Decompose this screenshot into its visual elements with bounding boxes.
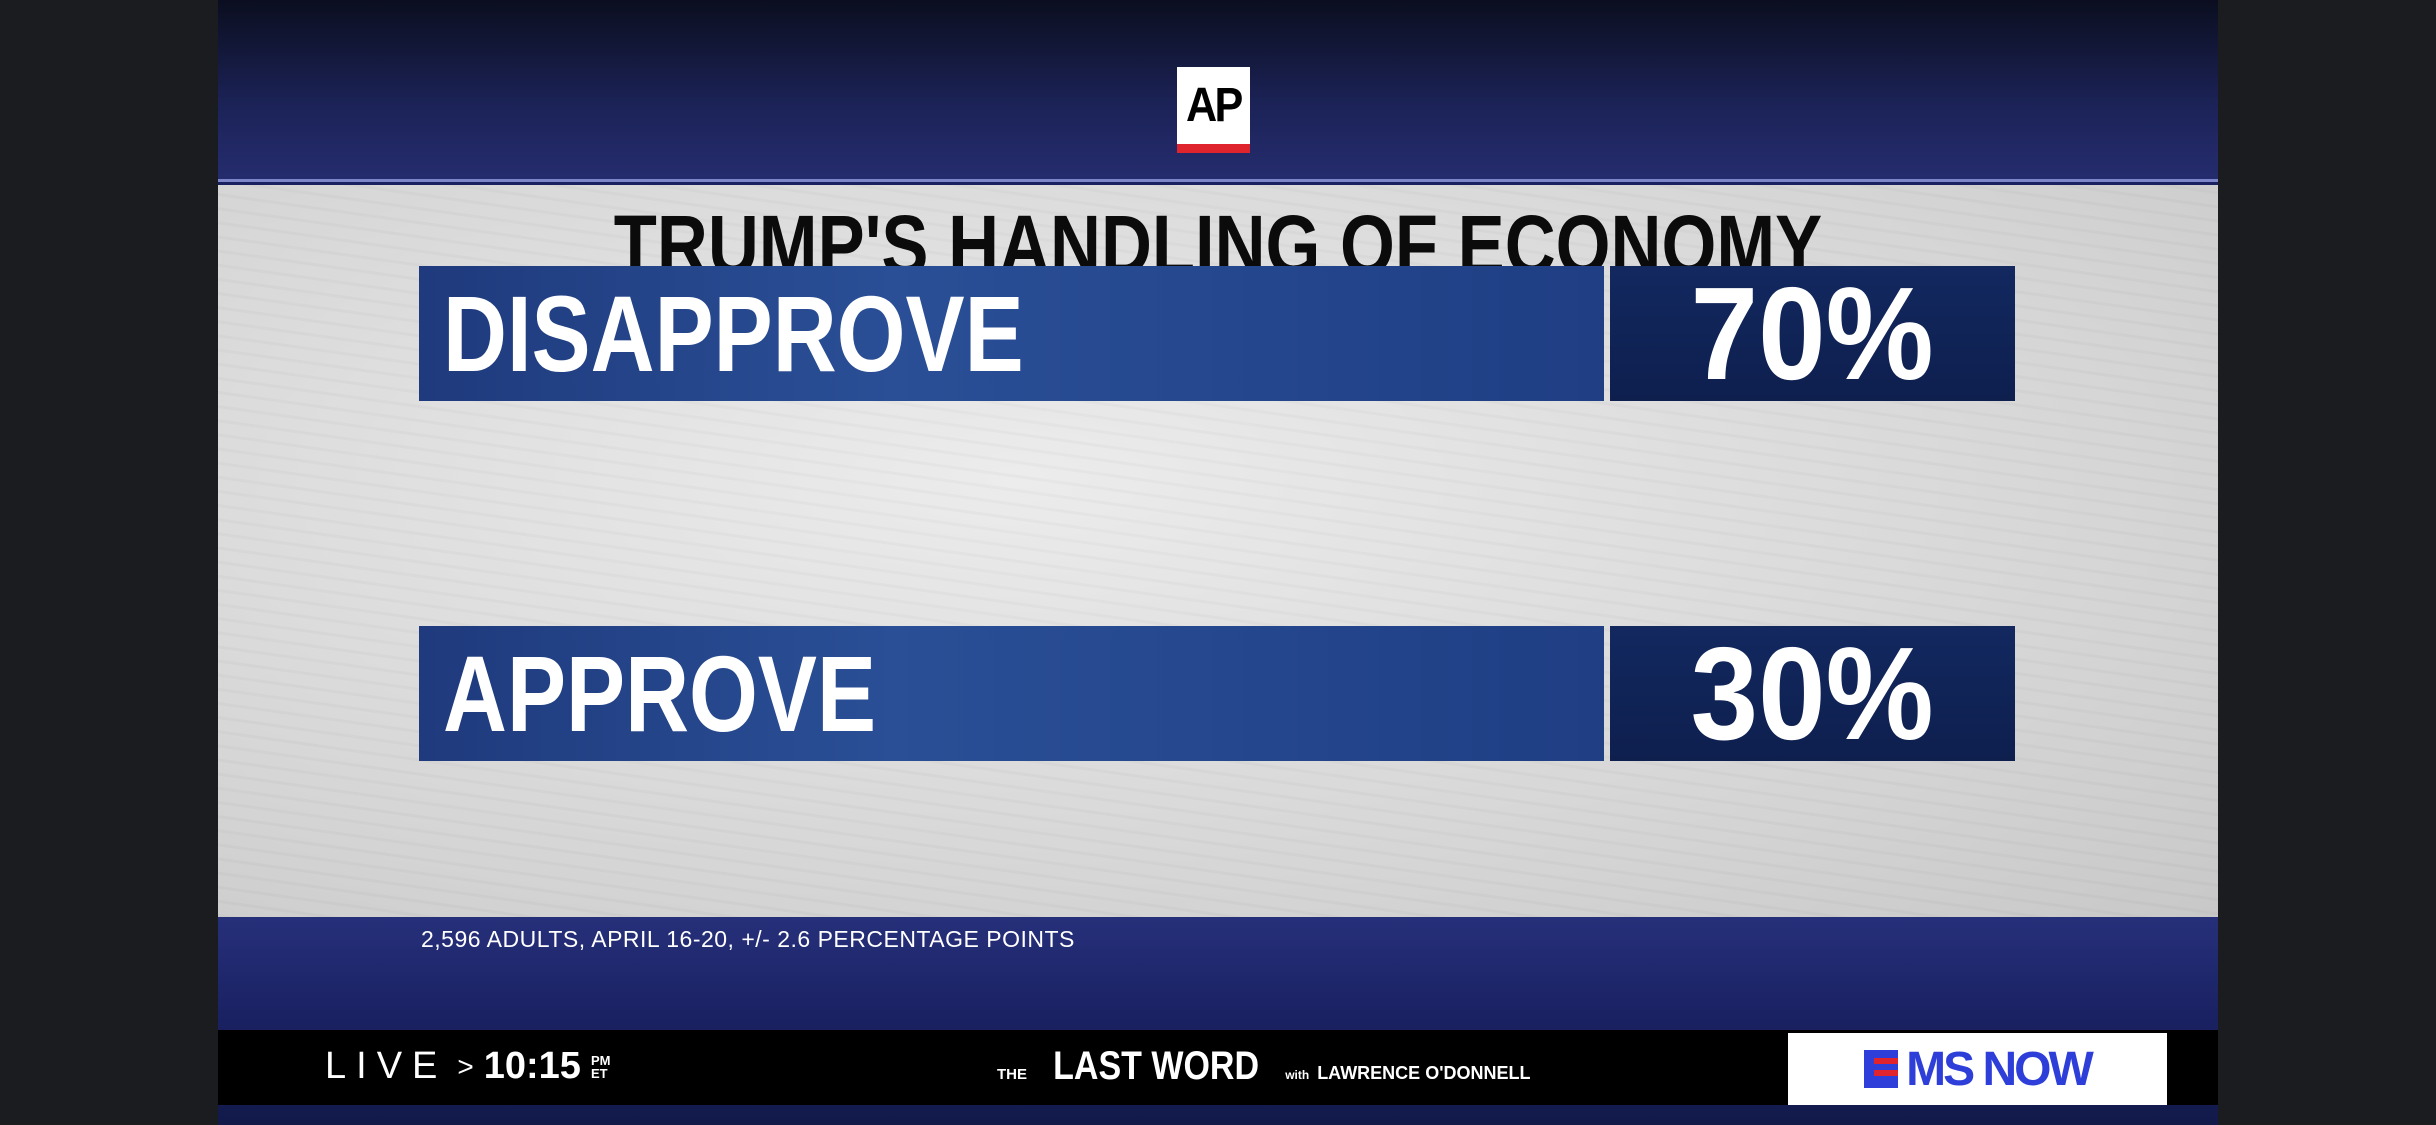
show-prefix: THE	[997, 1066, 1027, 1083]
timezone: ET	[590, 1065, 608, 1081]
bar-disapprove: DISAPPROVE	[419, 266, 1604, 401]
value-box-disapprove: 70%	[1610, 260, 2015, 407]
bar-approve: APPROVE	[419, 626, 1604, 761]
msnow-logo: MS NOW	[1788, 1033, 2167, 1105]
bar-label-approve: APPROVE	[443, 633, 877, 754]
value-label-approve: 30%	[1690, 620, 1935, 767]
live-time: LIVE > 10:15 PM ET	[325, 1045, 610, 1088]
chevron-right-icon: >	[457, 1050, 474, 1082]
show-host: LAWRENCE O'DONNELL	[1317, 1063, 1531, 1083]
show-title: THE LAST WORD with LAWRENCE O'DONNELL	[997, 1044, 1530, 1089]
value-box-approve: 30%	[1610, 620, 2015, 767]
ap-logo-text: AP	[1186, 79, 1243, 132]
live-label: LIVE	[325, 1045, 448, 1087]
msnow-logo-text: MS NOW	[1906, 1042, 2094, 1096]
show-name: LAST WORD	[1053, 1044, 1260, 1088]
value-label-disapprove: 70%	[1690, 260, 1935, 407]
chart-panel: TRUMP'S HANDLING OF ECONOMY DISAPPROVE 7…	[218, 185, 2218, 917]
graphic-header: AP	[218, 0, 2218, 182]
ticker-bar: LIVE > 10:15 PM ET THE LAST WORD with LAW…	[218, 1030, 2218, 1105]
msnow-flag-icon	[1864, 1050, 1899, 1088]
video-frame: AP TRUMP'S HANDLING OF ECONOMY DISAPPROV…	[218, 0, 2218, 1125]
ap-logo: AP	[1177, 67, 1250, 153]
poll-footnote: 2,596 ADULTS, APRIL 16-20, +/- 2.6 PERCE…	[421, 926, 1075, 952]
time: 10:15	[483, 1045, 581, 1087]
ampm: PM	[590, 1052, 611, 1068]
show-with: with	[1285, 1068, 1310, 1082]
bar-label-disapprove: DISAPPROVE	[443, 273, 1024, 394]
